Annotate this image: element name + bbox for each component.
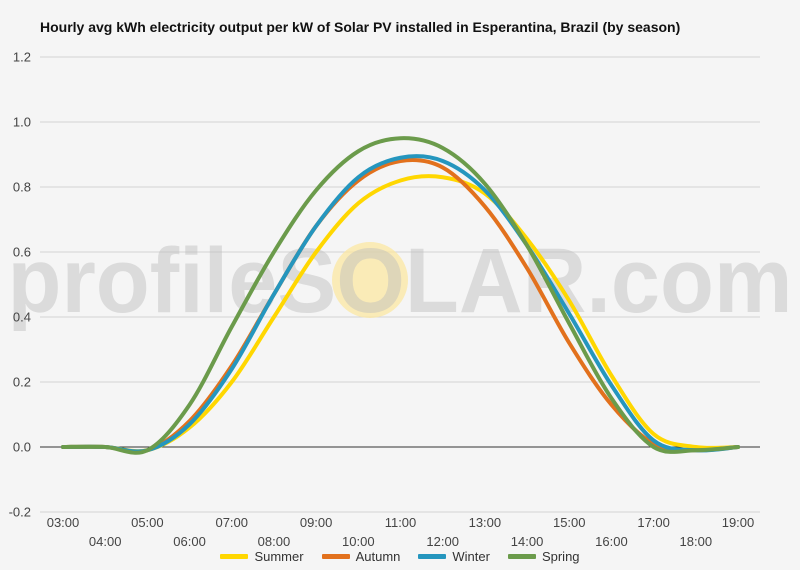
x-tick-label: 16:00	[595, 534, 628, 549]
series-line-winter	[61, 154, 740, 454]
y-tick-label: -0.2	[9, 505, 31, 520]
legend-label: Winter	[452, 549, 490, 564]
legend-item-autumn: Autumn	[321, 549, 401, 564]
legend-label: Summer	[254, 549, 304, 564]
x-tick-label: 06:00	[173, 534, 206, 549]
legend-swatch	[220, 554, 249, 559]
x-tick-label: 19:00	[722, 515, 755, 530]
x-tick-label: 07:00	[215, 515, 248, 530]
grid	[40, 56, 760, 513]
legend-item-spring: Spring	[507, 549, 580, 564]
legend-swatch	[321, 554, 350, 559]
y-tick-label: 0.0	[13, 440, 31, 455]
x-tick-label: 17:00	[637, 515, 670, 530]
series-line-spring	[61, 136, 740, 455]
legend-item-winter: Winter	[418, 549, 490, 564]
y-tick-label: 0.8	[13, 180, 31, 195]
watermark-sun-icon	[332, 242, 408, 318]
legend-item-summer: Summer	[220, 549, 304, 564]
x-tick-label: 12:00	[426, 534, 459, 549]
watermark: profileSOLAR.com	[8, 230, 793, 332]
series-line-autumn	[61, 158, 740, 454]
x-tick-label: 05:00	[131, 515, 164, 530]
legend-label: Spring	[541, 549, 580, 564]
y-tick-label: 1.2	[13, 50, 31, 65]
x-axis-ticks: 03:00 04:00 05:00 06:00 07:00 08:00 09:00 10:00…	[47, 515, 755, 549]
x-tick-label: 13:00	[469, 515, 502, 530]
y-axis-ticks: -0.2 0.0 0.2 0.4 0.6 0.8 1.0 1.2	[9, 50, 31, 520]
y-tick-label: 0.6	[13, 245, 31, 260]
y-tick-label: 0.4	[13, 310, 31, 325]
chart-title: Hourly avg kWh electricity output per kW…	[40, 19, 681, 35]
x-tick-label: 09:00	[300, 515, 333, 530]
x-tick-label: 03:00	[47, 515, 80, 530]
watermark-text: profileSOLAR.com	[8, 230, 793, 332]
x-tick-label: 14:00	[511, 534, 544, 549]
legend-swatch	[418, 554, 447, 559]
x-tick-label: 04:00	[89, 534, 122, 549]
x-tick-label: 08:00	[258, 534, 291, 549]
x-tick-label: 10:00	[342, 534, 375, 549]
y-tick-label: 1.0	[13, 115, 31, 130]
legend: Summer Autumn Winter Spring	[0, 549, 800, 564]
series	[61, 136, 740, 455]
legend-label: Autumn	[355, 549, 401, 564]
y-tick-label: 0.2	[13, 375, 31, 390]
x-tick-label: 11:00	[385, 515, 417, 530]
x-tick-label: 18:00	[680, 534, 713, 549]
x-tick-label: 15:00	[553, 515, 586, 530]
legend-swatch	[507, 554, 536, 559]
